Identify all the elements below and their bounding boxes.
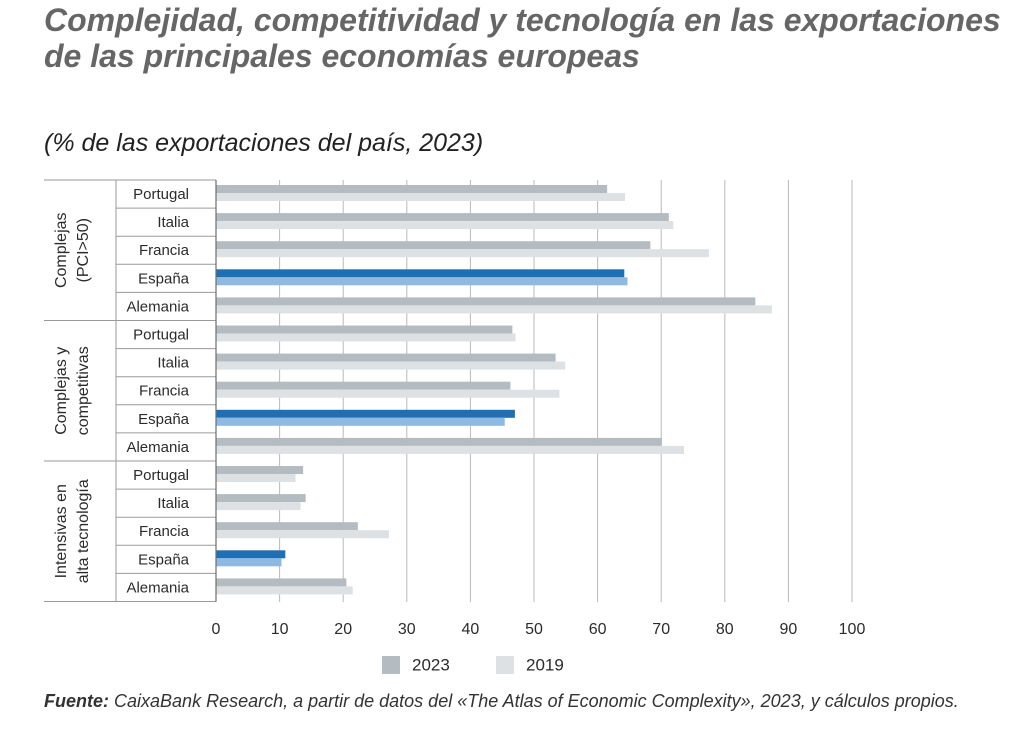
bar [216,578,347,587]
bar [216,558,282,567]
group-label: Complejas y [53,347,70,435]
x-tick-label: 90 [780,621,798,638]
bar [216,249,709,258]
x-tick-label: 0 [212,621,221,638]
category-label: Portugal [133,186,189,203]
category-label: Portugal [133,327,189,344]
legend-swatch [496,656,514,674]
source-text: CaixaBank Research, a partir de datos de… [114,691,959,711]
x-tick-label: 20 [334,621,352,638]
source-label: Fuente: [44,691,109,711]
category-label: España [138,551,190,568]
legend-swatch [382,656,400,674]
category-label: Francia [139,523,190,540]
category-label: Francia [139,242,190,259]
source-note: Fuente: CaixaBank Research, a partir de … [44,688,964,714]
bar [216,586,353,595]
bar [216,269,625,278]
bar-chart: Complejas (PCI>50) Portugal Italia Francia Es… [44,179,866,674]
bar [216,381,511,390]
bar [216,361,566,370]
bar [216,474,296,482]
bar [216,241,651,250]
bar [216,530,389,539]
bar [216,185,608,193]
bar [216,494,306,503]
category-label: España [138,270,190,287]
bar [216,502,301,511]
x-tick-label: 30 [398,621,416,638]
bar [216,466,304,474]
bar [216,333,516,342]
category-label: Italia [157,495,189,512]
x-tick-label: 50 [525,621,543,638]
bar [216,277,628,286]
bar [216,221,674,230]
bar [216,550,286,559]
bar [216,193,625,201]
x-tick-label: 40 [462,621,480,638]
legend-label: 2023 [412,655,450,674]
group-label: competitivas [75,346,92,435]
group-label: Complejas [53,212,70,288]
x-tick-label: 100 [839,621,866,638]
bar [216,353,556,362]
group-label: Intensivas en [53,484,70,578]
bar [216,437,662,446]
category-label: Alemania [126,579,189,596]
group-label: (PCI>50) [75,218,92,282]
category-label: Italia [157,355,189,372]
category-label: Francia [139,383,190,400]
category-label: Alemania [126,298,189,315]
bar [216,445,685,454]
category-label: Alemania [126,439,189,456]
chart-subtitle: (% de las exportaciones del país, 2023) [44,129,484,157]
x-tick-label: 60 [589,621,607,638]
bar [216,297,756,306]
bar [216,213,669,222]
x-tick-label: 10 [271,621,289,638]
legend-label: 2019 [526,655,564,674]
chart-title: Complejidad, competitividad y tecnología… [44,2,1001,74]
bar [216,389,560,398]
bar [216,409,515,418]
category-label: Portugal [133,467,189,484]
category-label: Italia [157,214,189,231]
bar [216,417,505,426]
group-label: alta tecnología [75,479,92,583]
bar [216,325,513,334]
category-label: España [138,411,190,428]
x-tick-label: 70 [652,621,670,638]
bar [216,305,772,314]
x-tick-label: 80 [716,621,734,638]
bar [216,522,358,531]
